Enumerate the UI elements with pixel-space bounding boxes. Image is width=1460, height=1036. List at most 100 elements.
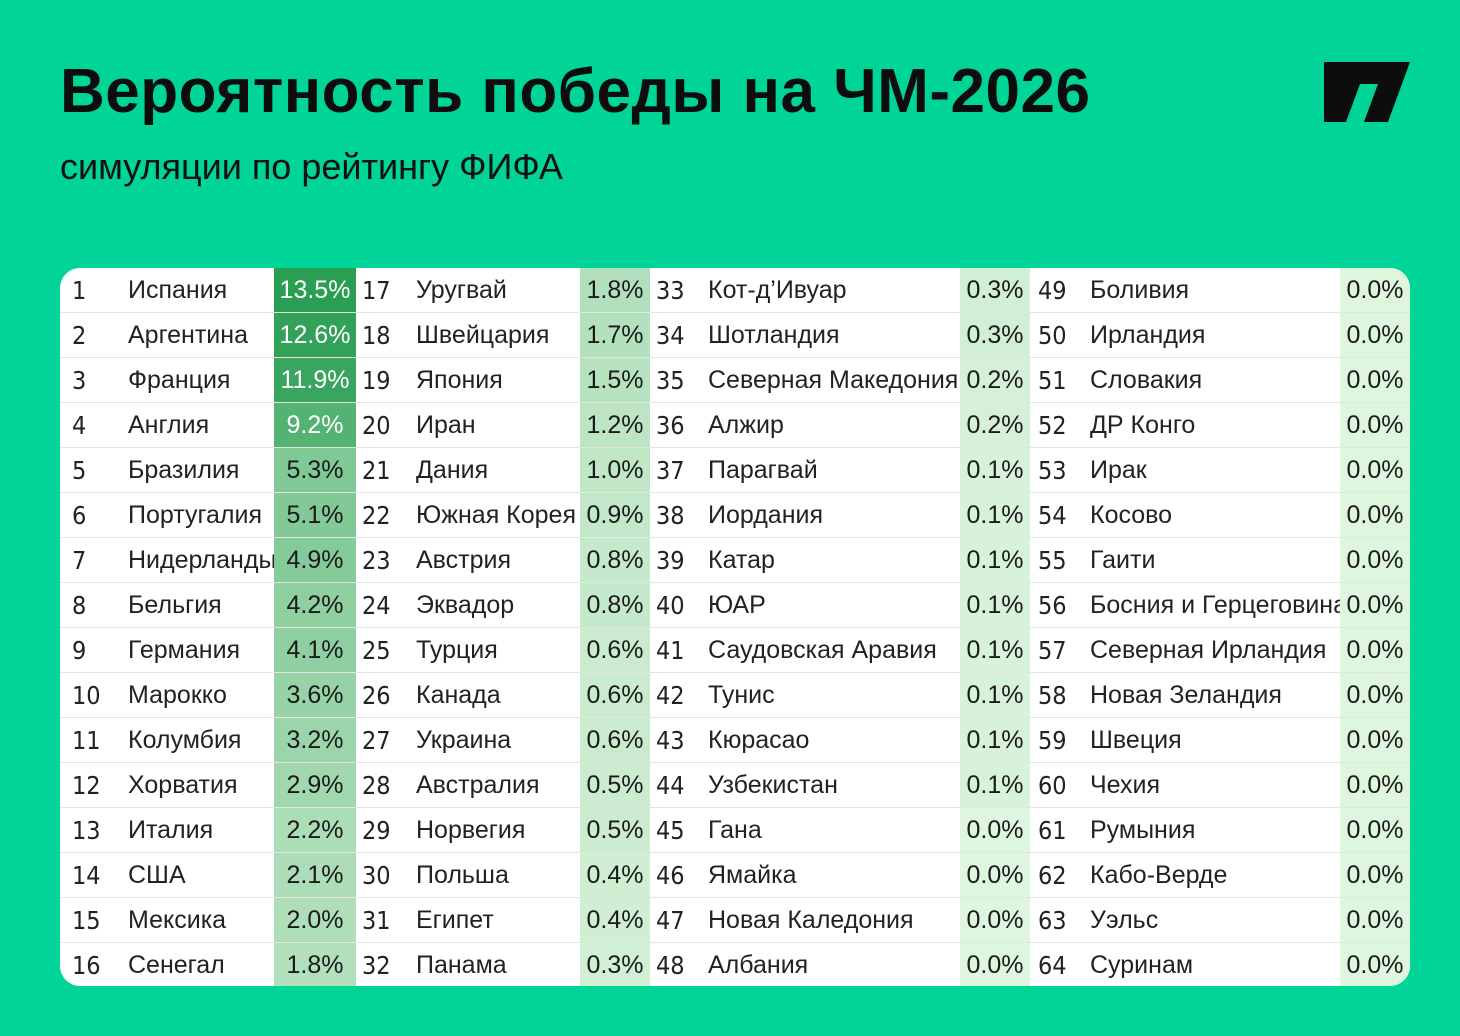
rank-cell: 18 <box>362 320 391 350</box>
probability-cell: 0.6% <box>580 718 650 762</box>
probability-cell: 0.8% <box>580 583 650 627</box>
probability-cell: 5.1% <box>274 493 356 537</box>
table-row: 64 Суринам 0.0% <box>1030 943 1410 986</box>
rank-cell: 46 <box>656 860 685 890</box>
probability-cell: 0.0% <box>1340 538 1410 582</box>
team-cell: Швеция <box>1090 725 1182 754</box>
probability-cell: 2.9% <box>274 763 356 807</box>
probability-cell: 0.0% <box>1340 268 1410 312</box>
team-cell: Дания <box>416 455 489 484</box>
rank-cell: 52 <box>1038 410 1067 440</box>
rank-cell: 14 <box>72 860 101 890</box>
probability-cell: 0.2% <box>960 358 1030 402</box>
probability-cell: 0.1% <box>960 673 1030 717</box>
table-row: 49 Боливия 0.0% <box>1030 268 1410 313</box>
team-cell: Австрия <box>416 545 512 574</box>
table-column: 1 Испания 13.5% 2 Аргентина 12.6% 3 Франция 11.9… <box>60 268 356 986</box>
team-cell: Египет <box>416 905 494 934</box>
probability-cell: 0.1% <box>960 583 1030 627</box>
rank-cell: 50 <box>1038 320 1067 350</box>
table-row: 3 Франция 11.9% <box>60 358 356 403</box>
table-row: 20 Иран 1.2% <box>356 403 650 448</box>
probability-cell: 0.6% <box>580 673 650 717</box>
table-row: 29 Норвегия 0.5% <box>356 808 650 853</box>
team-cell: Испания <box>128 275 228 304</box>
probability-cell: 0.0% <box>960 808 1030 852</box>
table-row: 27 Украина 0.6% <box>356 718 650 763</box>
rank-cell: 28 <box>362 770 391 800</box>
probability-cell: 1.7% <box>580 313 650 357</box>
rank-cell: 54 <box>1038 500 1067 530</box>
probability-cell: 0.3% <box>960 268 1030 312</box>
rank-cell: 53 <box>1038 455 1067 485</box>
rank-cell: 7 <box>72 545 87 575</box>
rank-cell: 17 <box>362 275 391 305</box>
probability-cell: 1.8% <box>580 268 650 312</box>
table-row: 58 Новая Зеландия 0.0% <box>1030 673 1410 718</box>
team-cell: Чехия <box>1090 770 1161 799</box>
table-row: 31 Египет 0.4% <box>356 898 650 943</box>
rank-cell: 61 <box>1038 815 1067 845</box>
rank-cell: 21 <box>362 455 391 485</box>
probability-cell: 0.0% <box>960 943 1030 986</box>
team-cell: Шотландия <box>708 320 840 349</box>
probability-cell: 0.1% <box>960 493 1030 537</box>
probability-cell: 0.0% <box>1340 403 1410 447</box>
brand-logo-icon <box>1324 62 1410 122</box>
table-row: 53 Ирак 0.0% <box>1030 448 1410 493</box>
table-row: 52 ДР Конго 0.0% <box>1030 403 1410 448</box>
table-row: 10 Марокко 3.6% <box>60 673 356 718</box>
team-cell: Алжир <box>708 410 784 439</box>
probability-cell: 1.8% <box>274 943 356 986</box>
probability-cell: 0.0% <box>1340 628 1410 672</box>
team-cell: Кот-д’Ивуар <box>708 275 847 304</box>
rank-cell: 25 <box>362 635 391 665</box>
probability-cell: 0.0% <box>960 898 1030 942</box>
rank-cell: 15 <box>72 905 101 935</box>
team-cell: Словакия <box>1090 365 1203 394</box>
team-cell: Южная Корея <box>416 500 576 529</box>
table-column: 49 Боливия 0.0% 50 Ирландия 0.0% 51 Словакия 0.0… <box>1030 268 1410 986</box>
probability-cell: 9.2% <box>274 403 356 447</box>
rank-cell: 33 <box>656 275 685 305</box>
team-cell: Боливия <box>1090 275 1190 304</box>
table-row: 34 Шотландия 0.3% <box>650 313 1030 358</box>
probability-cell: 4.9% <box>274 538 356 582</box>
team-cell: Кабо-Верде <box>1090 860 1228 889</box>
rank-cell: 26 <box>362 680 391 710</box>
table-row: 1 Испания 13.5% <box>60 268 356 313</box>
table-row: 13 Италия 2.2% <box>60 808 356 853</box>
team-cell: Северная Македония <box>708 365 959 394</box>
rank-cell: 49 <box>1038 275 1067 305</box>
team-cell: Германия <box>128 635 241 664</box>
probability-cell: 0.0% <box>1340 943 1410 986</box>
probability-cell: 3.2% <box>274 718 356 762</box>
team-cell: Уругвай <box>416 275 507 304</box>
team-cell: США <box>128 860 186 889</box>
probability-cell: 0.0% <box>1340 313 1410 357</box>
table-row: 24 Эквадор 0.8% <box>356 583 650 628</box>
table-row: 47 Новая Каледония 0.0% <box>650 898 1030 943</box>
team-cell: Албания <box>708 951 809 979</box>
probability-cell: 0.1% <box>960 628 1030 672</box>
probability-cell: 1.0% <box>580 448 650 492</box>
table-row: 35 Северная Македония 0.2% <box>650 358 1030 403</box>
rank-cell: 27 <box>362 725 391 755</box>
rank-cell: 57 <box>1038 635 1067 665</box>
team-cell: Иордания <box>708 500 824 529</box>
rank-cell: 24 <box>362 590 391 620</box>
table-row: 40 ЮАР 0.1% <box>650 583 1030 628</box>
probability-cell: 0.1% <box>960 718 1030 762</box>
probability-cell: 0.0% <box>1340 808 1410 852</box>
team-cell: Северная Ирландия <box>1090 635 1327 664</box>
team-cell: Аргентина <box>128 320 248 349</box>
table-row: 59 Швеция 0.0% <box>1030 718 1410 763</box>
team-cell: Сенегал <box>128 951 225 979</box>
table-row: 28 Австралия 0.5% <box>356 763 650 808</box>
table-row: 23 Австрия 0.8% <box>356 538 650 583</box>
table-row: 18 Швейцария 1.7% <box>356 313 650 358</box>
team-cell: Ирак <box>1090 455 1147 484</box>
probability-cell: 4.1% <box>274 628 356 672</box>
rank-cell: 38 <box>656 500 685 530</box>
probability-cell: 11.9% <box>274 358 356 402</box>
